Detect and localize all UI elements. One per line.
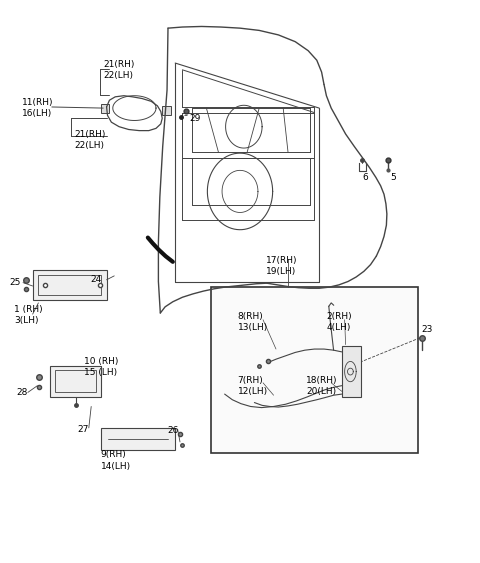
Text: 11(RH)
16(LH): 11(RH) 16(LH) bbox=[22, 98, 53, 118]
Bar bbox=[162, 106, 171, 115]
Text: 24: 24 bbox=[90, 275, 101, 284]
Text: 25: 25 bbox=[10, 278, 21, 287]
Text: 5: 5 bbox=[391, 173, 396, 182]
Bar bbox=[211, 287, 418, 453]
Bar bbox=[55, 370, 96, 392]
Bar bbox=[50, 366, 101, 397]
Bar bbox=[38, 275, 101, 295]
Text: 2(RH)
4(LH): 2(RH) 4(LH) bbox=[326, 312, 352, 332]
Text: 23: 23 bbox=[421, 325, 433, 334]
Text: 6: 6 bbox=[362, 173, 368, 182]
Bar bbox=[342, 346, 361, 397]
Text: 9(RH)
14(LH): 9(RH) 14(LH) bbox=[101, 450, 131, 471]
Text: 21(RH)
22(LH): 21(RH) 22(LH) bbox=[74, 129, 106, 150]
Text: 27: 27 bbox=[78, 425, 89, 434]
Text: 8(RH)
13(LH): 8(RH) 13(LH) bbox=[238, 312, 268, 332]
Text: 26: 26 bbox=[167, 426, 179, 435]
Text: 1 (RH)
3(LH): 1 (RH) 3(LH) bbox=[14, 305, 43, 325]
Text: 18(RH)
20(LH): 18(RH) 20(LH) bbox=[306, 376, 338, 396]
Bar bbox=[101, 104, 109, 113]
Text: 29: 29 bbox=[190, 114, 201, 123]
Text: 7(RH)
12(LH): 7(RH) 12(LH) bbox=[238, 376, 268, 396]
Text: 17(RH)
19(LH): 17(RH) 19(LH) bbox=[266, 256, 298, 276]
Bar bbox=[33, 270, 107, 300]
Bar bbox=[101, 428, 175, 450]
Text: 10 (RH)
15 (LH): 10 (RH) 15 (LH) bbox=[84, 357, 119, 377]
Text: 28: 28 bbox=[17, 388, 28, 397]
Text: 21(RH)
22(LH): 21(RH) 22(LH) bbox=[103, 60, 134, 81]
